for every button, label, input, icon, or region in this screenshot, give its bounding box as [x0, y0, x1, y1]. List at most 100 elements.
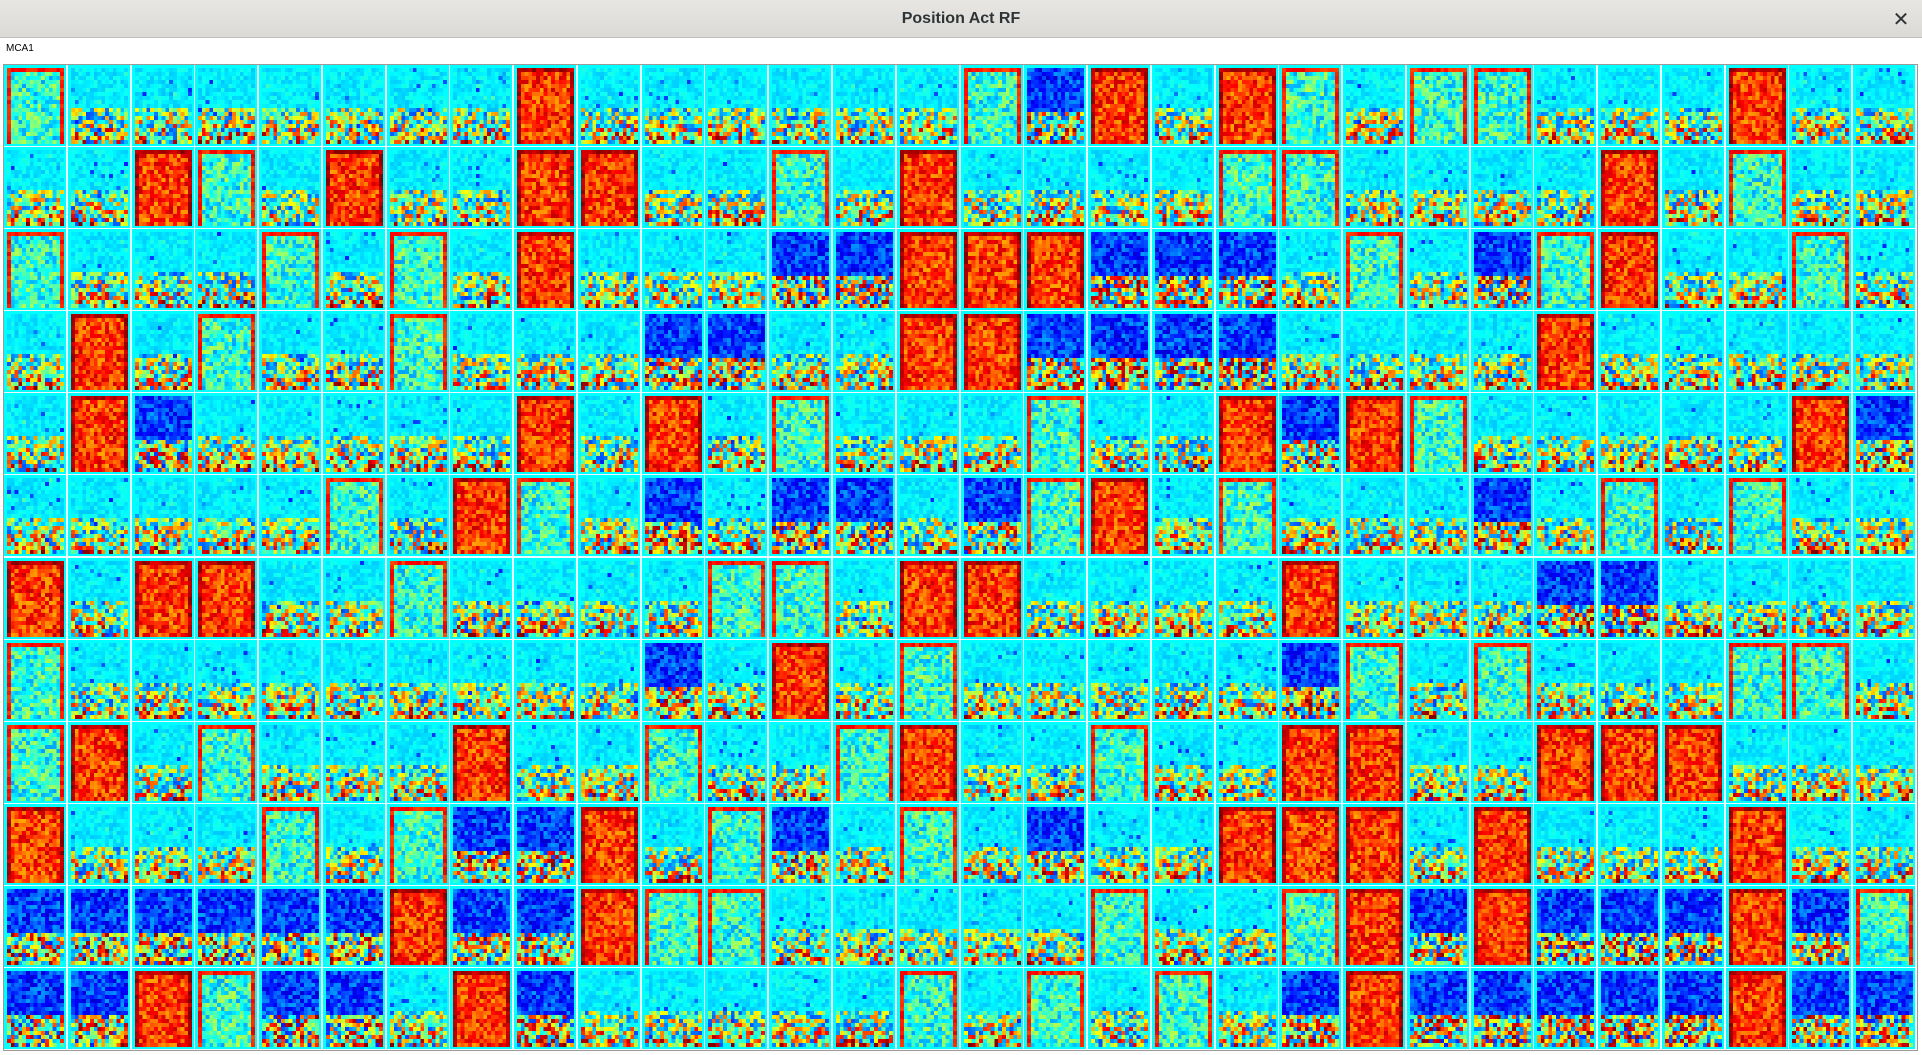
unit-cell[interactable] [1024, 967, 1087, 1049]
unit-cell[interactable] [1853, 393, 1916, 475]
unit-cell[interactable] [131, 557, 194, 639]
unit-cell[interactable] [1534, 885, 1597, 967]
unit-cell[interactable] [1279, 639, 1342, 721]
unit-cell[interactable] [1789, 639, 1852, 721]
unit-cell[interactable] [1151, 803, 1214, 885]
unit-cell[interactable] [67, 803, 130, 885]
unit-cell[interactable] [1598, 967, 1661, 1049]
unit-cell[interactable] [1024, 311, 1087, 393]
unit-cell[interactable] [1853, 475, 1916, 557]
unit-cell[interactable] [1088, 311, 1151, 393]
unit-cell[interactable] [1725, 65, 1788, 146]
unit-cell[interactable] [1725, 721, 1788, 803]
unit-cell[interactable] [1725, 475, 1788, 557]
unit-cell[interactable] [4, 65, 66, 146]
unit-cell[interactable] [577, 475, 640, 557]
unit-cell[interactable] [1789, 65, 1852, 146]
unit-cell[interactable] [769, 311, 832, 393]
unit-cell[interactable] [1470, 229, 1533, 311]
unit-cell[interactable] [131, 639, 194, 721]
unit-cell[interactable] [1789, 475, 1852, 557]
unit-cell[interactable] [67, 885, 130, 967]
unit-cell[interactable] [960, 967, 1023, 1049]
unit-cell[interactable] [1789, 393, 1852, 475]
unit-cell[interactable] [322, 65, 385, 146]
unit-cell[interactable] [514, 639, 577, 721]
unit-cell[interactable] [705, 475, 768, 557]
unit-cell[interactable] [195, 803, 258, 885]
unit-cell[interactable] [1215, 803, 1278, 885]
close-icon[interactable]: ✕ [1886, 4, 1916, 34]
unit-cell[interactable] [1343, 557, 1406, 639]
unit-cell[interactable] [195, 639, 258, 721]
unit-cell[interactable] [322, 393, 385, 475]
unit-cell[interactable] [259, 311, 322, 393]
unit-cell[interactable] [386, 147, 449, 229]
unit-cell[interactable] [259, 721, 322, 803]
unit-cell[interactable] [577, 967, 640, 1049]
unit-cell[interactable] [1406, 393, 1469, 475]
unit-cell[interactable] [705, 229, 768, 311]
unit-cell[interactable] [577, 147, 640, 229]
unit-cell[interactable] [896, 803, 959, 885]
unit-cell[interactable] [769, 721, 832, 803]
unit-cell[interactable] [4, 885, 66, 967]
unit-cell[interactable] [1406, 885, 1469, 967]
unit-cell[interactable] [1343, 475, 1406, 557]
unit-cell[interactable] [1279, 311, 1342, 393]
unit-cell[interactable] [577, 885, 640, 967]
unit-cell[interactable] [322, 885, 385, 967]
unit-cell[interactable] [832, 885, 895, 967]
unit-cell[interactable] [450, 721, 513, 803]
unit-cell[interactable] [1024, 393, 1087, 475]
unit-cell[interactable] [322, 557, 385, 639]
unit-cell[interactable] [641, 967, 704, 1049]
unit-cell[interactable] [450, 229, 513, 311]
unit-cell[interactable] [832, 311, 895, 393]
unit-cell[interactable] [1215, 885, 1278, 967]
unit-cell[interactable] [1279, 721, 1342, 803]
unit-cell[interactable] [4, 557, 66, 639]
unit-cell[interactable] [195, 885, 258, 967]
unit-cell[interactable] [705, 803, 768, 885]
unit-cell[interactable] [1215, 967, 1278, 1049]
unit-cell[interactable] [1598, 803, 1661, 885]
unit-cell[interactable] [322, 639, 385, 721]
unit-cell[interactable] [896, 557, 959, 639]
unit-cell[interactable] [1279, 65, 1342, 146]
unit-cell[interactable] [450, 967, 513, 1049]
unit-cell[interactable] [769, 229, 832, 311]
unit-cell[interactable] [1024, 803, 1087, 885]
unit-cell[interactable] [1215, 557, 1278, 639]
unit-cell[interactable] [450, 393, 513, 475]
unit-cell[interactable] [1661, 557, 1724, 639]
unit-cell[interactable] [195, 147, 258, 229]
unit-cell[interactable] [4, 229, 66, 311]
unit-cell[interactable] [195, 475, 258, 557]
unit-cell[interactable] [386, 557, 449, 639]
unit-cell[interactable] [4, 311, 66, 393]
unit-cell[interactable] [705, 311, 768, 393]
unit-cell[interactable] [1661, 311, 1724, 393]
unit-cell[interactable] [514, 393, 577, 475]
unit-cell[interactable] [195, 393, 258, 475]
unit-cell[interactable] [1853, 557, 1916, 639]
unit-cell[interactable] [1598, 65, 1661, 146]
unit-cell[interactable] [1598, 475, 1661, 557]
unit-cell[interactable] [1279, 885, 1342, 967]
unit-cell[interactable] [832, 147, 895, 229]
unit-cell[interactable] [131, 967, 194, 1049]
unit-cell[interactable] [195, 721, 258, 803]
unit-cell[interactable] [1661, 967, 1724, 1049]
unit-cell[interactable] [67, 639, 130, 721]
unit-cell[interactable] [1279, 147, 1342, 229]
unit-cell[interactable] [1343, 147, 1406, 229]
unit-cell[interactable] [960, 803, 1023, 885]
unit-cell[interactable] [450, 311, 513, 393]
unit-cell[interactable] [450, 147, 513, 229]
unit-cell[interactable] [769, 639, 832, 721]
unit-cell[interactable] [259, 475, 322, 557]
unit-cell[interactable] [514, 147, 577, 229]
unit-cell[interactable] [769, 803, 832, 885]
unit-cell[interactable] [769, 393, 832, 475]
